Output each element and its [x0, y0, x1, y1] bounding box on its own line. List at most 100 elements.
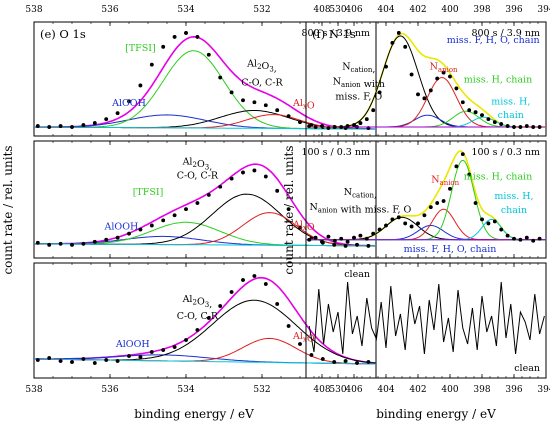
- right-measured-point: [396, 215, 401, 220]
- left-measured-point: [263, 103, 268, 108]
- left-measured-point: [138, 355, 143, 359]
- right-measured-point: [352, 123, 356, 127]
- left-measured-point: [127, 354, 131, 358]
- left-measured-point: [161, 218, 166, 223]
- left-line-fit-envelope: [34, 35, 376, 130]
- right-measured-point: [448, 186, 452, 191]
- right-measured-point: [320, 239, 324, 244]
- right-measured-point: [422, 213, 427, 218]
- left-bottom-tick-label: 538: [25, 385, 42, 395]
- left-measured-point: [81, 123, 86, 127]
- right-measured-point: [467, 172, 472, 177]
- right-measured-point: [441, 70, 446, 75]
- left-measured-point: [241, 278, 245, 282]
- left-measured-point: [263, 282, 268, 286]
- n1s-panel: 408 408 406 406 404 404 402 402 400 400 398 398 396 3…: [305, 5, 550, 395]
- left-measured-point: [35, 124, 40, 128]
- left-subpanel-0: 800 s / 3.9 nm (e) O 1s [TFSI] Al2O3, C-O, C…: [33, 21, 377, 137]
- left-measured-point: [298, 120, 302, 124]
- left-measured-point: [58, 241, 63, 246]
- right-measured-point: [537, 125, 542, 129]
- right-measured-point: [403, 44, 408, 49]
- right-measured-point: [467, 108, 472, 113]
- right-annotation: chain: [501, 205, 527, 216]
- right-measured-point: [384, 64, 388, 69]
- right-annotation: chain: [498, 110, 524, 121]
- left-top-tick-label: 536: [101, 5, 118, 15]
- left-annotation: AlxO: [292, 331, 315, 345]
- right-bottom-tick-label: 396: [505, 385, 522, 395]
- right-measured-point: [358, 121, 363, 125]
- left-annotation: Al2O3,: [182, 156, 213, 172]
- right-measured-point: [339, 125, 344, 129]
- left-measured-point: [138, 83, 143, 88]
- right-measured-point: [390, 217, 395, 222]
- right-annotation: miss. H,: [494, 191, 533, 202]
- left-measured-point: [47, 125, 52, 129]
- left-measured-point: [149, 223, 154, 228]
- left-measured-point: [229, 176, 234, 181]
- right-measured-point: [352, 235, 356, 240]
- left-annotation: [TFSI]: [133, 187, 164, 198]
- left-measured-point: [161, 44, 166, 49]
- right-measured-point: [460, 100, 465, 105]
- right-measured-point: [518, 237, 523, 242]
- right-annotation: miss. H,: [491, 96, 530, 107]
- left-measured-point: [355, 361, 359, 365]
- right-annotation: miss. F, H, O, chain: [447, 35, 540, 46]
- right-measured-point: [524, 235, 529, 240]
- left-annotation: C-O, C-R: [177, 171, 219, 182]
- left-measured-point: [206, 316, 211, 320]
- right-top-tick-label: 402: [409, 5, 426, 15]
- left-annotation: AlOOH: [115, 339, 150, 350]
- right-annotation: Ncation,: [342, 62, 375, 76]
- left-measured-point: [263, 174, 268, 179]
- left-measured-point: [309, 353, 314, 357]
- right-measured-point: [492, 120, 497, 124]
- left-condition-label: 100 s / 0.3 nm: [301, 147, 370, 158]
- left-measured-point: [92, 361, 97, 365]
- left-measured-point: [275, 108, 280, 113]
- right-measured-point: [377, 227, 382, 232]
- right-measured-point: [499, 227, 504, 232]
- left-annotation: AlOOH: [104, 222, 139, 233]
- right-measured-point: [364, 236, 369, 241]
- left-measured-point: [206, 52, 211, 57]
- right-measured-point: [358, 233, 363, 238]
- right-measured-point: [480, 113, 484, 118]
- left-measured-point: [47, 356, 52, 360]
- left-measured-point: [343, 359, 348, 363]
- right-bottom-tick-label: 408: [313, 385, 330, 395]
- left-measured-point: [138, 227, 143, 232]
- left-top-tick-label: 534: [177, 5, 194, 15]
- left-measured-point: [229, 90, 234, 95]
- right-measured-point: [307, 237, 312, 242]
- right-measured-point: [326, 126, 331, 130]
- right-bottom-tick-label: 400: [441, 385, 458, 395]
- right-measured-point: [390, 40, 395, 45]
- left-panel-label: (e) O 1s: [40, 27, 86, 41]
- right-measured-point: [332, 238, 337, 243]
- right-bottom-tick-label: 394: [537, 385, 550, 395]
- right-x-axis-title: binding energy / eV: [376, 407, 496, 421]
- right-annotation: miss. H, chain: [464, 74, 532, 85]
- right-top-tick-label: 394: [537, 5, 550, 15]
- right-measured-point: [492, 219, 497, 224]
- right-measured-point: [396, 31, 401, 35]
- right-measured-point: [531, 125, 536, 129]
- right-annotation: miss. F, H, O, chain: [404, 244, 497, 255]
- right-annotation: miss. F, O: [335, 91, 382, 102]
- right-top-tick-label: 396: [505, 5, 522, 15]
- left-measured-point: [218, 184, 223, 189]
- left-measured-point: [366, 243, 371, 248]
- left-measured-point: [92, 121, 97, 125]
- right-measured-point: [428, 88, 433, 93]
- left-measured-point: [115, 359, 120, 363]
- left-measured-point: [355, 242, 359, 247]
- right-measured-point: [416, 92, 420, 97]
- left-measured-point: [172, 345, 177, 349]
- left-measured-point: [149, 350, 154, 354]
- right-measured-point: [339, 236, 344, 241]
- right-measured-point: [531, 238, 536, 243]
- right-measured-point: [345, 124, 350, 128]
